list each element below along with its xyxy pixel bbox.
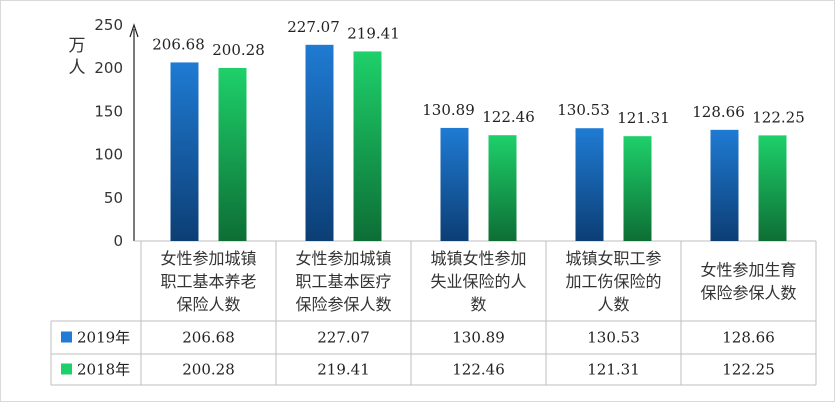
table-cell-value: 130.53: [587, 329, 640, 347]
table-cell-value: 219.41: [317, 361, 370, 379]
bar-data-label: 227.07: [287, 18, 340, 36]
category-label: 保险参保人数: [700, 284, 796, 303]
bar-data-label: 200.28: [212, 41, 265, 59]
legend-swatch-icon: [61, 331, 72, 343]
y-tick-label: 50: [104, 189, 123, 207]
y-tick-label: 150: [94, 102, 123, 120]
y-axis-arrow-icon: [129, 23, 139, 38]
table-cell-value: 122.25: [722, 361, 775, 379]
category-label: 城镇女性参加: [430, 249, 526, 268]
table-cell-value: 130.89: [452, 329, 505, 347]
category-label: 保险人数: [176, 295, 240, 314]
y-tick-label: 200: [94, 59, 123, 77]
bar-data-label: 130.89: [422, 101, 475, 119]
y-tick-label: 100: [94, 146, 123, 164]
axes: 0 50 100 150 200 250 万人: [69, 16, 816, 250]
bar: [440, 127, 469, 241]
bar-data-label: 121.31: [617, 109, 670, 127]
category-label: 职工基本医疗: [295, 272, 391, 291]
bar-data-label: 130.53: [557, 101, 610, 119]
table-cell-value: 128.66: [722, 329, 775, 347]
bar: [575, 128, 604, 241]
legend-swatch-icon: [61, 363, 72, 375]
category-label: 加工伤保险的: [565, 272, 661, 291]
bar: [305, 44, 334, 241]
table-cell-value: 122.46: [452, 361, 505, 379]
category-label: 女性参加生育: [700, 261, 796, 280]
category-label: 数: [470, 295, 486, 314]
table-cell-value: 200.28: [182, 361, 235, 379]
data-labels: 206.68 227.07 130.89 130.53 128.66 200.28 219.…: [152, 18, 805, 127]
bar-data-label: 122.46: [482, 108, 535, 126]
category-label: 女性参加城镇: [160, 249, 256, 268]
data-table: 女性参加城镇职工基本养老保险人数女性参加城镇职工基本医疗保险参保人数城镇女性参加…: [50, 241, 817, 386]
y-axis-unit-label: 万: [69, 36, 86, 56]
legend-entry: 2018年: [77, 361, 130, 379]
bar: [170, 62, 199, 241]
category-label: 城镇女职工参: [565, 249, 661, 268]
table-cell-value: 227.07: [317, 329, 370, 347]
bar-data-label: 219.41: [347, 24, 400, 42]
bar: [218, 67, 247, 242]
bar: [353, 51, 382, 241]
bars: [170, 44, 787, 242]
bar: [488, 135, 517, 241]
category-label: 人数: [597, 295, 629, 314]
y-tick-label: 0: [113, 232, 123, 250]
bar-data-label: 122.25: [752, 108, 805, 126]
table-cell-value: 206.68: [182, 329, 235, 347]
category-label: 职工基本养老: [160, 272, 256, 291]
y-tick-label: 250: [94, 16, 123, 34]
bar: [623, 136, 652, 241]
category-label: 女性参加城镇: [295, 249, 391, 268]
legend-entry: 2019年: [77, 329, 130, 347]
table-cell-value: 121.31: [587, 361, 640, 379]
bar: [710, 129, 739, 241]
category-label: 保险参保人数: [295, 295, 391, 314]
y-axis-unit-label: 人: [69, 58, 86, 78]
bar-data-label: 128.66: [692, 103, 745, 121]
bar: [758, 135, 787, 241]
bar-data-label: 206.68: [152, 35, 205, 53]
category-label: 失业保险的人: [430, 272, 526, 291]
